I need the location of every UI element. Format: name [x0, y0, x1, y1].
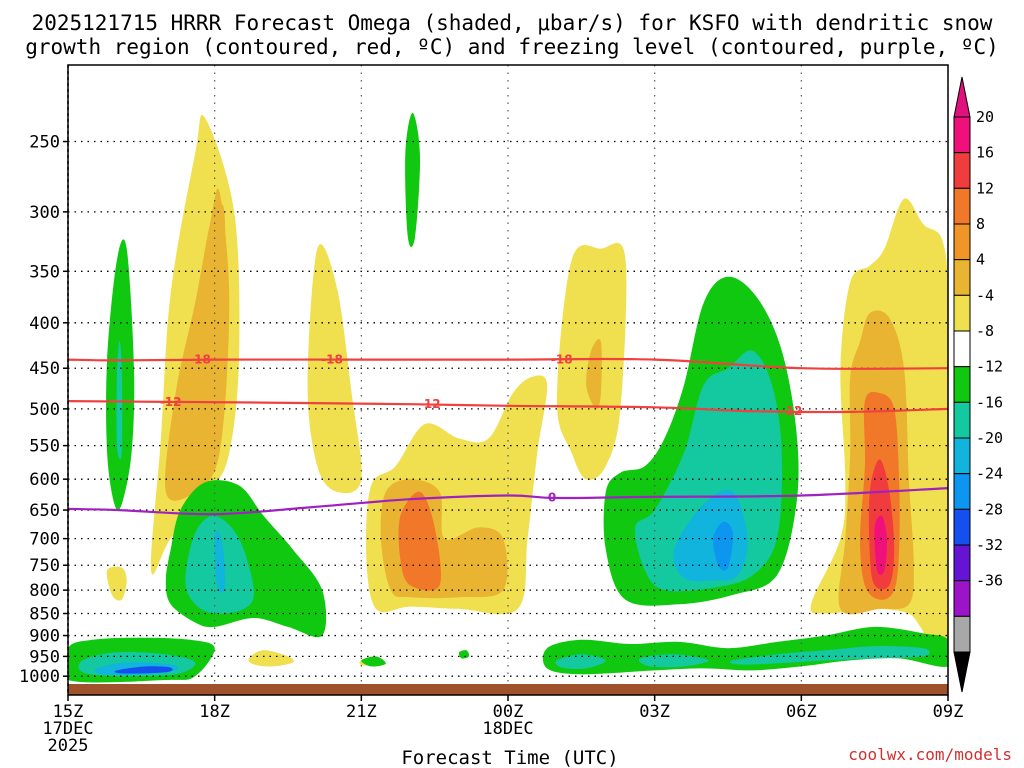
colorbar-band-2 — [953, 187, 971, 225]
omega-region-8 — [398, 491, 441, 591]
colorbar-label-3: 8 — [976, 215, 985, 233]
colorbar-top-arrow — [953, 76, 971, 118]
ground-strip — [68, 684, 948, 695]
y-tick-label-1000: 1000 — [19, 667, 60, 687]
y-tick-label-750: 750 — [29, 556, 60, 576]
colorbar-label-4: 4 — [976, 251, 985, 269]
colorbar: 20 16 12 8 4 -4 -8 -12 -16 -20 -24 -28 -32 -36 — [953, 76, 1003, 693]
y-tick-label-900: 900 — [29, 627, 60, 647]
colorbar-band-4 — [953, 259, 971, 296]
x-tick-label-15-0: 06Z — [786, 702, 817, 722]
colorbar-label-2: 12 — [976, 179, 994, 197]
y-tick-label-950: 950 — [29, 647, 60, 667]
y-tick-label-350: 350 — [29, 262, 60, 282]
colorbar-label-11: -28 — [976, 500, 1003, 518]
omega-region-14 — [106, 566, 127, 601]
omega-region-26 — [713, 521, 734, 571]
omega-region-13 — [874, 515, 887, 576]
colorbar-bottom-arrow — [953, 651, 971, 693]
colorbar-band-7 — [953, 366, 971, 403]
colorbar-band-13 — [953, 580, 971, 617]
x-tick-label-18-0: 09Z — [933, 702, 964, 722]
y-tick-label-450: 450 — [29, 359, 60, 379]
colorbar-band-0 — [953, 116, 971, 154]
colorbar-band-14 — [953, 615, 971, 653]
plot-area: -18 -18 -18 -12 -12 -12 0 — [68, 65, 948, 695]
freezing-level-label: 0 — [548, 490, 556, 504]
colorbar-band-5 — [953, 294, 971, 332]
y-tick-label-800: 800 — [29, 581, 60, 601]
title-line-2: growth region (contoured, red, ºC) and f… — [25, 35, 999, 59]
colorbar-band-8 — [953, 401, 971, 439]
dgz-minus-18-label: -18 — [321, 353, 343, 367]
x-tick-label-9-0: 00Z — [493, 702, 524, 722]
omega-region-31 — [361, 656, 386, 667]
colorbar-label-7: -12 — [976, 358, 1003, 376]
title-line-1: 2025121715 HRRR Forecast Omega (shaded, … — [32, 11, 993, 35]
colorbar-band-11 — [953, 508, 971, 546]
y-tick-label-250: 250 — [29, 133, 60, 153]
omega-region-30 — [114, 666, 173, 674]
omega-region-33 — [555, 654, 606, 670]
dgz-minus-12-line — [68, 400, 948, 414]
colorbar-label-1: 16 — [976, 144, 994, 162]
colorbar-band-9 — [953, 437, 971, 475]
y-tick-label-500: 500 — [29, 400, 60, 420]
omega-region-34 — [638, 654, 709, 668]
colorbar-label-9: -20 — [976, 429, 1003, 447]
omega-region-35 — [729, 646, 930, 665]
colorbar-label-8: -16 — [976, 393, 1003, 411]
y-tick-label-550: 550 — [29, 437, 60, 457]
omega-region-5 — [586, 339, 602, 410]
colorbar-label-5: -4 — [976, 286, 994, 304]
y-tick-label-300: 300 — [29, 203, 60, 223]
dgz-minus-18-line — [68, 357, 948, 370]
y-tick-label-650: 650 — [29, 501, 60, 521]
dgz-minus-12-label: -12 — [781, 404, 803, 418]
colorbar-band-3 — [953, 223, 971, 261]
colorbar-band-10 — [953, 473, 971, 510]
colorbar-label-0: 20 — [976, 108, 994, 126]
dgz-minus-12-label: -12 — [419, 397, 441, 411]
omega-region-15 — [248, 650, 294, 667]
dgz-minus-18-label: -18 — [551, 353, 573, 367]
freezing-level-line — [68, 487, 948, 516]
omega-region-17 — [405, 112, 421, 247]
credit-link[interactable]: coolwx.com/models — [848, 745, 1012, 764]
colorbar-band-1 — [953, 152, 971, 189]
chart-title: 2025121715 HRRR Forecast Omega (shaded, … — [25, 11, 999, 59]
colorbar-band-12 — [953, 544, 971, 582]
colorbar-label-13: -36 — [976, 572, 1003, 590]
x-axis-title: Forecast Time (UTC) — [401, 747, 618, 768]
dgz-minus-18-label: -18 — [189, 353, 211, 367]
colorbar-band-6 — [953, 330, 971, 368]
x-tick-label-0-2: 2025 — [48, 736, 89, 756]
y-tick-label-700: 700 — [29, 530, 60, 550]
x-tick-label-9-1: 18DEC — [482, 719, 533, 739]
dgz-minus-12-label: -12 — [160, 395, 182, 409]
x-tick-label-12-0: 03Z — [639, 702, 670, 722]
omega-region-22 — [214, 530, 226, 593]
x-tick-label-0-1: 17DEC — [42, 719, 93, 739]
y-tick-label-600: 600 — [29, 470, 60, 490]
x-tick-label-6-0: 21Z — [346, 702, 377, 722]
colorbar-label-6: -8 — [976, 322, 994, 340]
x-tick-label-3-0: 18Z — [199, 702, 230, 722]
plot-content: -18 -18 -18 -12 -12 -12 0 — [68, 65, 948, 695]
omega-region-2 — [204, 204, 226, 410]
y-tick-label-850: 850 — [29, 605, 60, 625]
colorbar-label-10: -24 — [976, 465, 1003, 483]
colorbar-label-12: -32 — [976, 536, 1003, 554]
axes: 2503003504004505005506006507007508008509… — [19, 64, 964, 756]
omega-region-36 — [458, 650, 470, 659]
x-tick-label-0-0: 15Z — [53, 702, 84, 722]
y-tick-label-400: 400 — [29, 314, 60, 334]
